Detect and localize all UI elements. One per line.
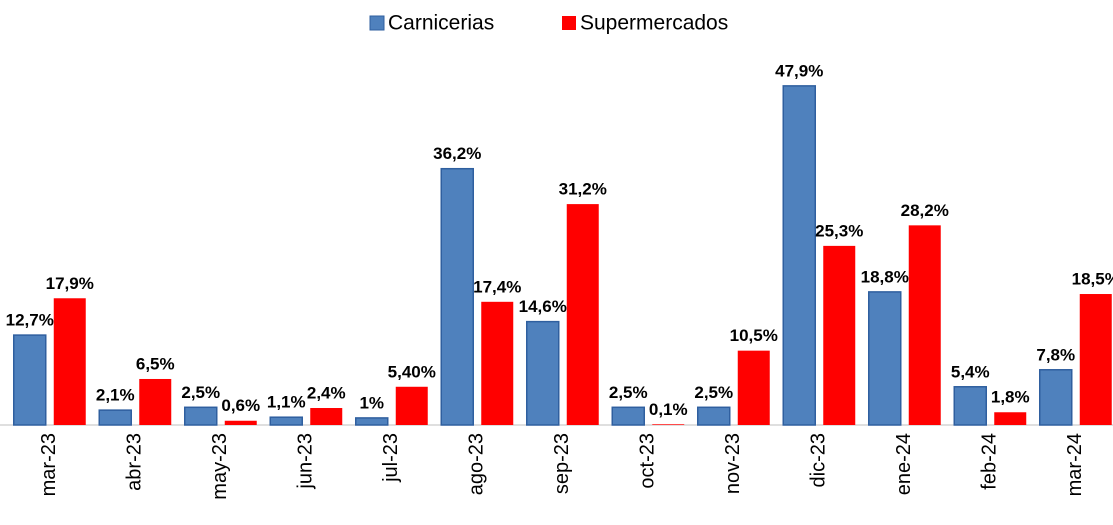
value-label: 7,8%: [1036, 345, 1075, 364]
bar: [310, 408, 343, 425]
value-label: 2,5%: [694, 383, 733, 402]
value-label: 18,8%: [861, 267, 909, 286]
bar: [355, 417, 389, 426]
bar: [652, 424, 685, 425]
x-tick-label: oct-23: [637, 433, 659, 489]
legend-swatch: [369, 15, 385, 31]
bar: [782, 85, 816, 426]
bar: [269, 416, 303, 426]
bar: [611, 406, 645, 426]
value-label: 2,1%: [96, 386, 135, 405]
value-label: 5,40%: [388, 362, 436, 381]
bar: [526, 320, 560, 426]
value-label: 6,5%: [136, 354, 175, 373]
bar: [908, 225, 941, 425]
value-label: 0,6%: [221, 396, 260, 415]
legend-swatch: [562, 16, 576, 30]
bar: [994, 412, 1027, 425]
legend-label: Carnicerias: [388, 12, 494, 35]
bar: [697, 406, 731, 426]
value-label: 25,3%: [815, 221, 863, 240]
x-tick-label: dic-23: [808, 433, 830, 487]
value-label: 2,4%: [307, 383, 346, 402]
bar: [13, 334, 47, 426]
value-label: 14,6%: [519, 297, 567, 316]
x-tick-label: jun-23: [295, 433, 317, 490]
bar: [395, 386, 428, 425]
bar: [53, 298, 86, 425]
bar: [139, 378, 172, 425]
bar: [566, 204, 599, 425]
value-label: 12,7%: [6, 311, 54, 330]
value-label: 28,2%: [901, 201, 949, 220]
bar: [1039, 369, 1073, 426]
x-tick-label: mar-24: [1064, 433, 1086, 496]
value-label: 36,2%: [433, 144, 481, 163]
x-tick-label: jul-23: [380, 433, 402, 483]
value-label: 17,9%: [46, 274, 94, 293]
bar: [737, 350, 770, 425]
bar: [481, 301, 514, 425]
x-tick-label: ene-24: [893, 433, 915, 495]
value-label: 31,2%: [559, 180, 607, 199]
value-label: 2,5%: [181, 383, 220, 402]
value-label: 18,5%: [1072, 270, 1113, 289]
x-tick-label: sep-23: [551, 433, 573, 494]
x-tick-label: may-23: [209, 433, 231, 500]
bar: [224, 420, 257, 425]
value-label: 47,9%: [775, 61, 823, 80]
x-tick-label: ago-23: [466, 433, 488, 495]
x-tick-label: nov-23: [722, 433, 744, 494]
bar: [868, 291, 902, 426]
value-label: 1,1%: [267, 393, 306, 412]
bar: [1079, 294, 1112, 425]
bar: [98, 409, 132, 426]
value-label: 0,1%: [649, 400, 688, 419]
value-label: 1,8%: [991, 388, 1030, 407]
value-label: 17,4%: [473, 277, 521, 296]
x-tick-label: mar-23: [38, 433, 60, 496]
value-label: 1%: [359, 393, 384, 412]
x-tick-label: feb-24: [979, 433, 1001, 490]
bar: [823, 245, 856, 425]
legend-label: Supermercados: [580, 12, 728, 35]
value-label: 5,4%: [951, 362, 990, 381]
value-label: 2,5%: [609, 383, 648, 402]
value-label: 10,5%: [730, 326, 778, 345]
bar: [440, 167, 474, 426]
bar: [953, 386, 987, 426]
bar: [184, 406, 218, 426]
x-tick-label: abr-23: [124, 433, 146, 491]
